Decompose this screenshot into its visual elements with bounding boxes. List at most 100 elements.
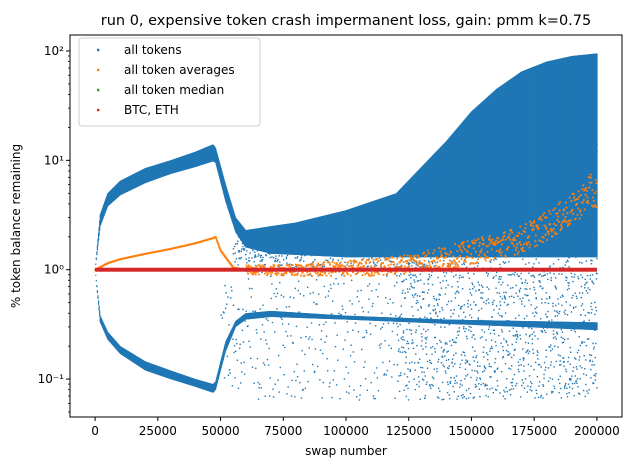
data-point (95, 279, 97, 282)
data-point (280, 264, 282, 266)
data-point (485, 299, 488, 302)
data-point (470, 326, 472, 328)
data-point (430, 274, 433, 277)
data-point (503, 297, 506, 299)
data-point (345, 366, 347, 368)
data-point (450, 300, 453, 302)
data-point (487, 353, 489, 356)
data-point (260, 254, 263, 257)
data-point (524, 281, 526, 284)
data-point (513, 296, 515, 299)
data-point (453, 391, 455, 393)
data-point (475, 290, 477, 292)
data-point (405, 356, 408, 358)
data-point (482, 351, 484, 353)
data-point (406, 328, 408, 331)
data-point (404, 297, 406, 299)
data-point (542, 275, 545, 277)
data-point (476, 377, 478, 379)
data-point (557, 354, 560, 356)
data-point (537, 351, 539, 354)
data-point (254, 310, 256, 312)
data-point (274, 260, 276, 263)
data-point (426, 264, 428, 267)
data-point (581, 303, 584, 305)
data-point (492, 303, 494, 306)
data-point (495, 287, 497, 289)
data-point (376, 261, 379, 264)
data-point (567, 360, 569, 363)
data-point (536, 375, 539, 378)
data-point (576, 351, 579, 354)
data-point (439, 294, 442, 296)
data-point (359, 394, 361, 396)
data-point (297, 289, 299, 292)
data-point (501, 316, 503, 318)
data-point (426, 381, 428, 383)
data-point (486, 388, 488, 390)
data-point (502, 345, 504, 348)
data-point (264, 264, 266, 266)
data-point (476, 361, 479, 363)
data-point (400, 305, 402, 307)
data-point (537, 338, 539, 340)
data-point (241, 242, 244, 245)
data-point (492, 392, 494, 394)
data-point (424, 394, 426, 397)
data-point (532, 275, 535, 277)
data-point (252, 310, 254, 312)
data-point (553, 385, 555, 387)
data-point (561, 341, 564, 344)
data-point (502, 395, 505, 397)
data-point (553, 345, 556, 347)
data-point (557, 303, 560, 305)
data-point (522, 357, 525, 359)
data-point (369, 322, 371, 325)
data-point (558, 364, 561, 366)
data-point (350, 279, 353, 282)
data-point (420, 333, 423, 335)
data-point (453, 309, 455, 311)
data-point (532, 348, 534, 351)
data-point (456, 398, 458, 400)
data-point (490, 365, 492, 368)
data-point (419, 358, 421, 360)
data-point (503, 295, 506, 297)
data-point (494, 370, 496, 372)
data-point (314, 259, 316, 261)
data-point (316, 365, 319, 368)
data-point (362, 258, 365, 260)
data-point (359, 385, 362, 387)
data-point (289, 296, 292, 298)
data-point (429, 359, 431, 361)
data-point (529, 381, 532, 383)
data-point (291, 341, 294, 344)
data-point (496, 379, 498, 382)
data-point (415, 302, 418, 305)
data-point (516, 338, 518, 340)
data-point (473, 334, 475, 336)
data-point (308, 347, 310, 349)
data-point (477, 281, 479, 284)
data-point (479, 337, 482, 339)
data-point (338, 271, 341, 273)
data-point (478, 383, 480, 385)
data-point (570, 351, 572, 353)
data-point (414, 274, 416, 276)
data-point (552, 391, 554, 393)
data-point (461, 263, 463, 266)
data-point (579, 365, 581, 367)
data-point (304, 353, 306, 356)
data-point (335, 384, 338, 386)
data-point (495, 389, 498, 391)
data-point (425, 338, 428, 341)
data-point (549, 377, 551, 379)
data-point (473, 266, 476, 269)
data-point (402, 336, 404, 338)
data-point (398, 316, 400, 319)
data-point (500, 370, 503, 373)
data-point (581, 276, 584, 279)
data-point (436, 370, 438, 373)
data-point (456, 264, 459, 266)
data-point (401, 338, 404, 341)
